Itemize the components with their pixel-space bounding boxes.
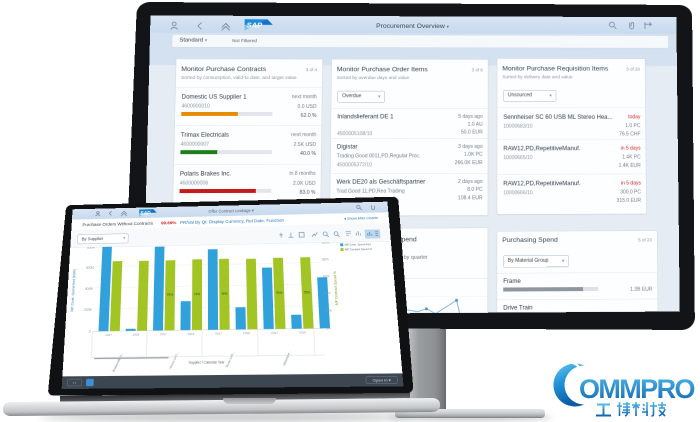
svg-text:2018: 2018 bbox=[299, 330, 307, 335]
svg-text:100%: 100% bbox=[321, 241, 330, 245]
svg-text:74%: 74% bbox=[194, 292, 201, 297]
svg-text:2018: 2018 bbox=[133, 332, 140, 337]
svg-text:Brakesville In...: Brakesville In... bbox=[111, 351, 125, 372]
svg-text:0%: 0% bbox=[326, 326, 332, 331]
svg-text:MP Contract Spend %: MP Contract Spend % bbox=[345, 248, 373, 252]
svg-text:SAP: SAP bbox=[140, 210, 151, 215]
svg-text:200M: 200M bbox=[84, 307, 93, 312]
svg-text:78%: 78% bbox=[221, 291, 228, 296]
svg-text:OMMPRO: OMMPRO bbox=[579, 374, 694, 404]
svg-text:600M: 600M bbox=[86, 265, 95, 270]
svg-text:76%: 76% bbox=[167, 292, 174, 297]
svg-text:MP Contr. Spend Amt: MP Contr. Spend Amt bbox=[345, 243, 372, 247]
svg-text:Supplier / Calendar Year: Supplier / Calendar Year bbox=[189, 360, 225, 365]
svg-text:MP Contr. Spend Amt (EUR): MP Contr. Spend Amt (EUR) bbox=[70, 269, 77, 312]
svg-text:80%: 80% bbox=[322, 257, 329, 262]
svg-text:400M: 400M bbox=[85, 286, 94, 291]
svg-text:2018: 2018 bbox=[188, 331, 195, 336]
svg-text:MP Contract Spend %: MP Contract Spend % bbox=[332, 271, 339, 305]
svg-text:0: 0 bbox=[89, 329, 91, 334]
svg-text:2017: 2017 bbox=[160, 332, 167, 337]
svg-text:2017: 2017 bbox=[215, 331, 222, 336]
svg-text:Silverlake...: Silverlake... bbox=[282, 349, 293, 366]
svg-text:2018: 2018 bbox=[243, 331, 250, 336]
svg-text:2017: 2017 bbox=[271, 330, 279, 335]
svg-text:SAP: SAP bbox=[247, 21, 263, 30]
svg-text:Texas 1AG...: Texas 1AG... bbox=[224, 350, 236, 369]
svg-text:60%: 60% bbox=[323, 274, 330, 279]
svg-text:40%: 40% bbox=[324, 291, 331, 296]
svg-text:2017: 2017 bbox=[105, 332, 112, 337]
svg-text:Nexus 1AG...: Nexus 1AG... bbox=[168, 351, 180, 370]
svg-text:20%: 20% bbox=[325, 308, 332, 313]
svg-text:76%: 76% bbox=[276, 291, 283, 296]
svg-text:75%: 75% bbox=[303, 290, 310, 295]
svg-text:Offer Contract Leakage ▾: Offer Contract Leakage ▾ bbox=[209, 209, 255, 214]
svg-text:800M: 800M bbox=[87, 245, 96, 249]
